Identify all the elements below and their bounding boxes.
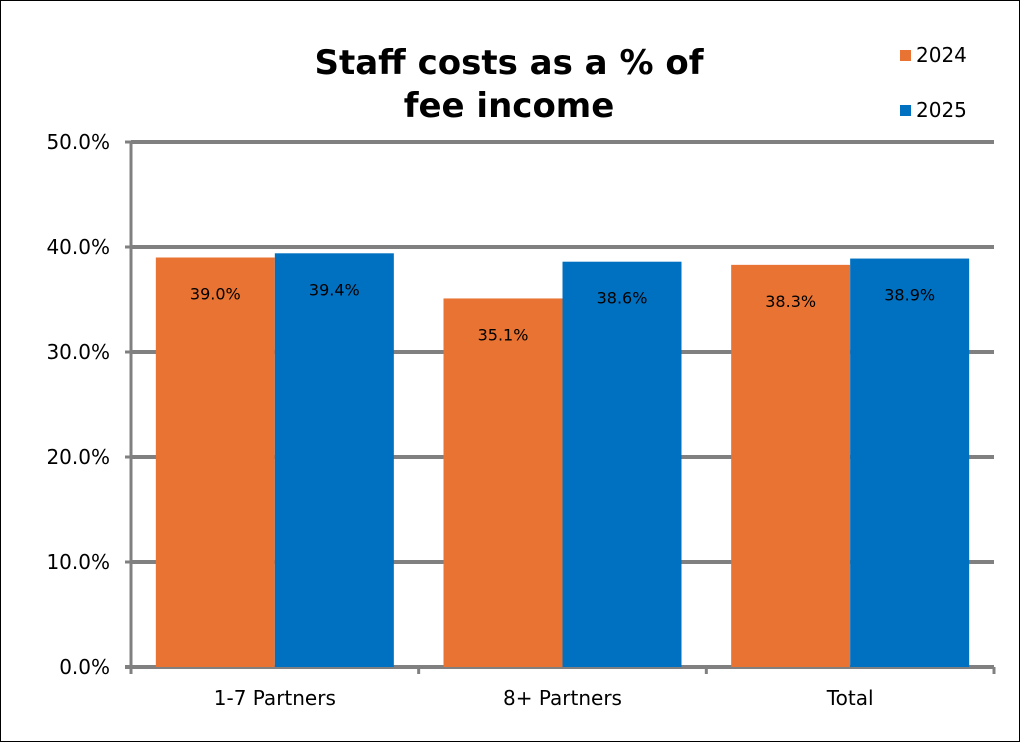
y-tick-label: 30.0% bbox=[46, 340, 110, 364]
y-tick-label: 0.0% bbox=[59, 655, 110, 679]
bar-data-label: 38.3% bbox=[765, 292, 816, 311]
bar bbox=[443, 298, 563, 667]
category-label: Total bbox=[826, 686, 874, 710]
legend-label: 2024 bbox=[916, 43, 967, 67]
bar-data-label: 39.4% bbox=[309, 280, 360, 299]
legend-swatch bbox=[900, 105, 911, 116]
bar bbox=[731, 264, 851, 667]
x-category-labels: 1-7 Partners 8+ Partners Total bbox=[214, 686, 874, 710]
y-tick-label: 40.0% bbox=[46, 235, 110, 259]
legend-label: 2025 bbox=[916, 98, 967, 122]
y-tick-label: 10.0% bbox=[46, 550, 110, 574]
bars bbox=[155, 253, 970, 668]
bar-data-label: 38.6% bbox=[597, 289, 648, 308]
category-label: 1-7 Partners bbox=[214, 686, 336, 710]
bar-data-label: 35.1% bbox=[478, 325, 529, 344]
chart-title-line-1: Staff costs as a % of bbox=[315, 43, 705, 83]
bar-data-label: 39.0% bbox=[190, 285, 241, 304]
bar bbox=[155, 257, 275, 667]
chart-title: Staff costs as a % of fee income bbox=[315, 43, 705, 126]
bar bbox=[850, 258, 970, 667]
y-tick-labels: 0.0% 10.0% 20.0% 30.0% 40.0% 50.0% bbox=[46, 130, 110, 679]
y-tick-label: 20.0% bbox=[46, 445, 110, 469]
legend: 2024 2025 bbox=[900, 43, 967, 122]
bar bbox=[562, 261, 682, 667]
bar bbox=[274, 253, 394, 668]
chart-title-line-2: fee income bbox=[404, 86, 615, 126]
legend-swatch bbox=[900, 50, 911, 61]
category-label: 8+ Partners bbox=[503, 686, 622, 710]
data-labels: 39.0% 39.4% 35.1% 38.6% 38.3% 38.9% bbox=[190, 280, 935, 344]
bar-data-label: 38.9% bbox=[884, 286, 935, 305]
y-tick-label: 50.0% bbox=[46, 130, 110, 154]
